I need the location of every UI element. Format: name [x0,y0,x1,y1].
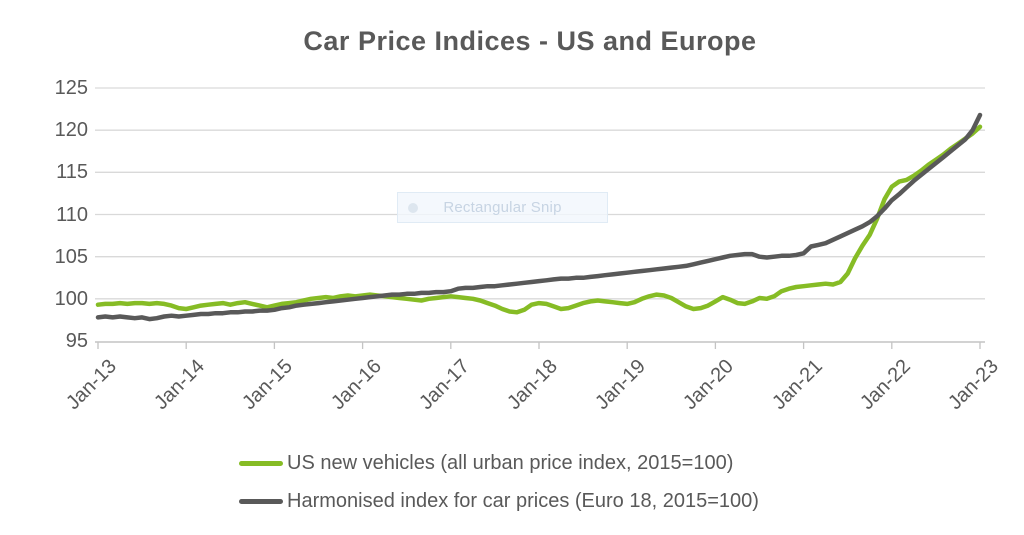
series-line-1 [95,112,983,322]
legend-label: Harmonised index for car prices (Euro 18… [287,489,759,512]
snip-tooltip-label: Rectangular Snip [443,199,562,216]
y-tick-label: 95 [65,330,88,352]
legend: US new vehicles (all urban price index, … [239,449,759,525]
y-tick-label: 110 [56,203,88,226]
y-tick-label: 125 [54,77,88,99]
y-tick-label: 100 [54,287,88,310]
y-tick-label: 105 [54,245,88,268]
legend-item: US new vehicles (all urban price index, … [239,449,759,477]
chart-title: Car Price Indices - US and Europe [303,26,757,56]
snip-tooltip: Rectangular Snip [397,192,608,223]
y-tick-label: 115 [56,161,88,184]
snip-icon [408,203,418,213]
y-tick-label: 120 [54,119,88,142]
legend-swatch [239,498,283,504]
legend-item: Harmonised index for car prices (Euro 18… [239,487,759,515]
series-line-0 [95,124,983,315]
legend-label: US new vehicles (all urban price index, … [287,451,734,474]
legend-swatch [239,460,283,466]
